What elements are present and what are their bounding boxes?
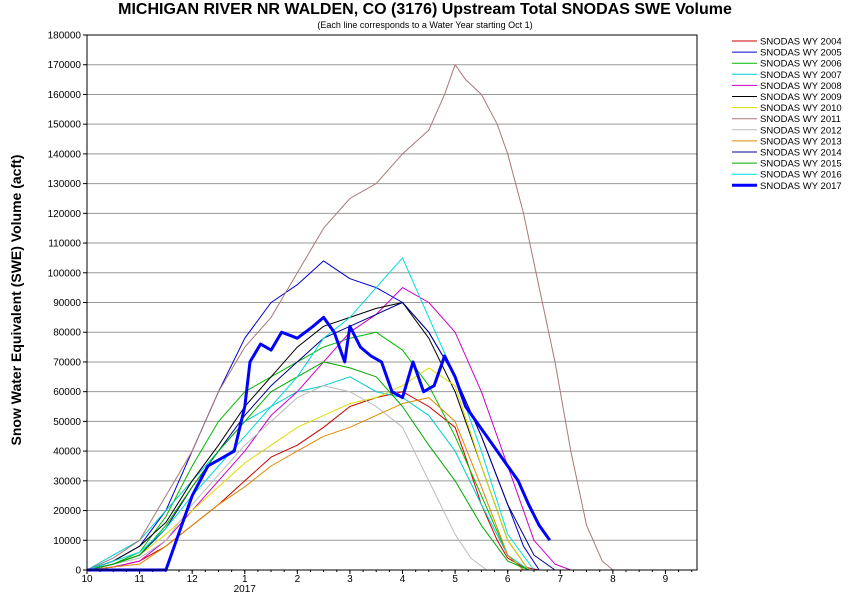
legend-label: SNODAS WY 2011 [760, 114, 841, 125]
y-tick-label: 30000 [53, 476, 81, 487]
series-line [86, 385, 488, 571]
x-tick-label: 4 [400, 574, 406, 585]
legend-label: SNODAS WY 2005 [760, 48, 842, 59]
y-tick-label: 110000 [48, 239, 81, 250]
series-line [86, 376, 529, 571]
y-tick-label: 150000 [48, 120, 82, 131]
x-tick-label: 2 [295, 574, 301, 585]
legend-label: SNODAS WY 2007 [760, 70, 842, 81]
legend-label: SNODAS WY 2004 [760, 37, 842, 48]
x-tick-label: 8 [610, 574, 616, 585]
legend-label: SNODAS WY 2012 [760, 125, 842, 136]
y-tick-label: 70000 [53, 357, 81, 368]
y-tick-label: 20000 [53, 506, 81, 517]
series-line [86, 397, 524, 571]
y-tick-label: 140000 [48, 149, 82, 160]
legend-label: SNODAS WY 2015 [760, 159, 842, 170]
y-tick-label: 120000 [48, 209, 82, 220]
chart-subtitle: (Each line corresponds to a Water Year s… [317, 20, 533, 30]
y-tick-label: 50000 [53, 417, 81, 428]
series-line [86, 302, 530, 571]
x-tick-label: 11 [134, 574, 145, 585]
x-tick-label: 12 [187, 574, 199, 585]
legend-label: SNODAS WY 2014 [760, 148, 842, 159]
series-line [86, 64, 614, 571]
series-line [87, 315, 552, 572]
legend-label: SNODAS WY 2016 [760, 170, 842, 181]
y-tick-label: 90000 [53, 298, 81, 309]
y-tick-label: 60000 [53, 387, 81, 398]
series-line [86, 367, 530, 571]
x-tick-label: 1 [242, 574, 248, 585]
x-tick-label: 10 [81, 574, 93, 585]
plot-border [86, 34, 698, 571]
y-tick-label: 180000 [48, 31, 82, 42]
y-tick-label: 160000 [48, 90, 82, 101]
legend-label: SNODAS WY 2017 [760, 181, 842, 192]
x-tick-label: 3 [347, 574, 353, 585]
y-tick-label: 0 [75, 566, 81, 577]
x-tick-label: 6 [505, 574, 511, 585]
y-tick-label: 10000 [53, 536, 81, 547]
y-tick-label: 100000 [48, 268, 82, 279]
x-year-label: 2017 [234, 584, 257, 595]
legend-label: SNODAS WY 2013 [760, 136, 842, 147]
x-tick-label: 7 [557, 574, 563, 585]
x-tick-label: 9 [663, 574, 669, 585]
series-line [86, 287, 571, 571]
y-tick-label: 40000 [53, 447, 81, 458]
y-tick-label: 80000 [53, 328, 81, 339]
chart-title: MICHIGAN RIVER NR WALDEN, CO (3176) Upst… [118, 1, 732, 18]
y-tick-label: 170000 [48, 60, 82, 71]
legend-label: SNODAS WY 2008 [760, 81, 842, 92]
y-tick-label: 130000 [48, 179, 82, 190]
series-line [86, 331, 524, 571]
legend-label: SNODAS WY 2006 [760, 59, 842, 70]
series-line [86, 361, 529, 571]
x-tick-label: 5 [452, 574, 458, 585]
legend-label: SNODAS WY 2010 [760, 103, 842, 114]
legend-label: SNODAS WY 2009 [760, 92, 842, 103]
